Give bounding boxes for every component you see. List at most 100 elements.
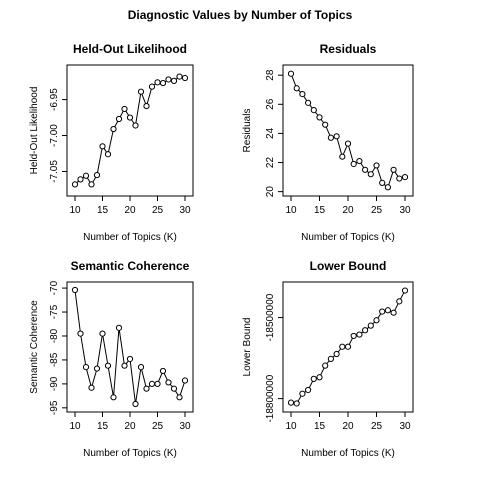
data-point (299, 91, 306, 98)
y-tick-label: -95 (49, 400, 60, 415)
data-point (287, 399, 295, 406)
x-tick-label: 20 (342, 205, 354, 216)
x-tick-label: 15 (97, 421, 109, 432)
data-point (333, 133, 340, 140)
data-point (104, 362, 112, 369)
data-point (154, 380, 161, 387)
data-point (115, 115, 123, 123)
data-point (99, 330, 106, 337)
data-point (305, 99, 312, 106)
data-point (121, 362, 128, 369)
data-point (362, 327, 369, 334)
data-point (165, 379, 172, 386)
data-point (181, 377, 189, 384)
y-axis-label: Lower Bound (242, 318, 253, 377)
data-point (327, 355, 334, 362)
data-point (115, 324, 123, 331)
data-point (339, 153, 346, 160)
x-tick-label: 30 (179, 205, 191, 216)
data-point (71, 286, 79, 294)
y-tick-label: -75 (49, 304, 60, 319)
x-tick-label: 20 (124, 421, 136, 432)
data-point (293, 85, 300, 92)
data-point (401, 287, 409, 294)
panel-lower-bound: Lower Bound 10 15 20 25 30 -18800000 -18500000 N… (242, 259, 414, 459)
data-point (339, 343, 346, 350)
data-point (350, 160, 357, 168)
x-tick-label: 15 (314, 421, 326, 432)
data-point (159, 367, 167, 375)
data-point (293, 400, 300, 407)
data-point (384, 184, 391, 191)
x-tick-label: 10 (69, 421, 81, 432)
data-point (126, 114, 134, 121)
panel-title: Held-Out Likelihood (73, 42, 187, 56)
data-point (82, 172, 90, 179)
data-point (104, 151, 112, 158)
x-tick-label: 25 (371, 205, 383, 216)
data-point (154, 79, 161, 86)
x-tick-label: 10 (285, 205, 297, 216)
data-point (373, 317, 380, 324)
y-tick-label: -7.05 (49, 160, 60, 183)
data-point (88, 384, 95, 391)
data-point (132, 400, 139, 408)
figure-title: Diagnostic Values by Number of Topics (128, 8, 353, 22)
data-point (310, 375, 317, 382)
series-line (290, 73, 406, 189)
y-tick-label: -18800000 (265, 374, 276, 422)
data-point (390, 309, 397, 316)
data-point (384, 307, 391, 314)
y-tick-label: -70 (49, 280, 60, 295)
y-tick-label: 22 (265, 157, 276, 169)
panel-title: Semantic Coherence (71, 259, 190, 273)
y-tick-label: 24 (265, 127, 276, 139)
data-point (356, 331, 363, 338)
plot-frame (66, 281, 194, 413)
y-axis-label: Semantic Coherence (29, 300, 40, 394)
data-point (143, 102, 150, 110)
x-tick-label: 30 (179, 421, 191, 432)
x-tick-label: 10 (69, 205, 81, 216)
data-point (88, 181, 95, 188)
panel-coherence: Semantic Coherence 10 15 20 25 30 -95 -90 -85 -80… (29, 259, 194, 459)
y-tick-label: -80 (49, 328, 60, 343)
data-point (176, 73, 183, 80)
x-tick-label: 25 (152, 421, 164, 432)
data-point (350, 332, 357, 340)
data-point (148, 380, 156, 387)
x-tick-label: 15 (97, 205, 109, 216)
data-point (77, 330, 84, 337)
plot-frame (282, 64, 414, 197)
data-point (327, 134, 334, 141)
panel-held-out: Held-Out Likelihood 10 15 20 25 30 -7.05 -7.00 -… (29, 42, 194, 243)
data-point (322, 362, 329, 369)
data-point (390, 166, 397, 173)
data-point (170, 385, 178, 392)
data-point (322, 121, 329, 128)
data-point (367, 322, 374, 329)
data-point (82, 364, 90, 371)
data-point (356, 157, 363, 165)
x-tick-label: 30 (399, 421, 411, 432)
x-axis-label: Number of Topics (K) (83, 448, 177, 459)
data-point (137, 88, 145, 95)
data-point (299, 390, 306, 397)
data-point (148, 83, 156, 90)
data-point (181, 74, 189, 82)
data-point (93, 365, 101, 372)
x-axis-label: Number of Topics (K) (301, 232, 395, 243)
y-tick-label: -7.00 (49, 124, 60, 147)
data-point (159, 79, 167, 87)
data-point (170, 77, 178, 85)
panel-residuals: Residuals 10 15 20 25 30 20 22 24 26 28 Number of T… (242, 42, 414, 243)
data-point (373, 162, 380, 169)
x-axis-label: Number of Topics (K) (83, 232, 177, 243)
data-point (305, 386, 312, 394)
data-point (110, 394, 117, 401)
data-point (396, 298, 403, 305)
y-axis-label: Held-Out Likelihood (29, 87, 40, 175)
data-point (143, 385, 150, 392)
data-point (77, 176, 84, 183)
y-tick-label: -6.95 (49, 88, 60, 111)
